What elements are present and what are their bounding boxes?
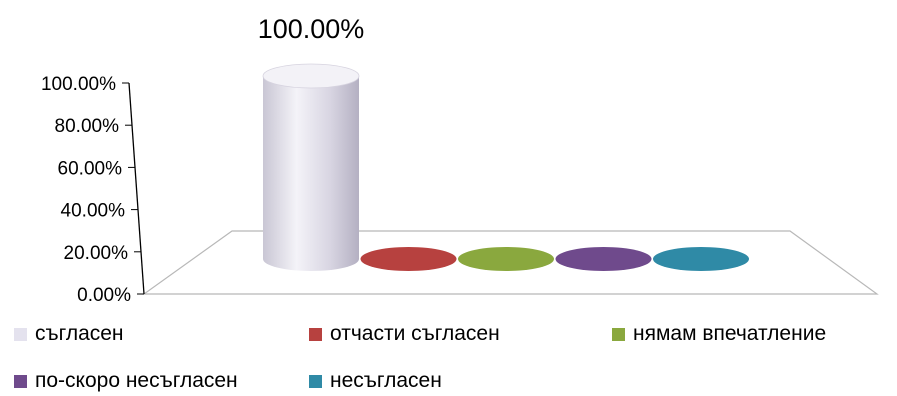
bar-disc	[555, 247, 652, 271]
y-tick-label: 100.00%	[41, 74, 116, 95]
bar-disc	[653, 247, 749, 271]
y-axis	[128, 82, 145, 295]
bar-1	[360, 247, 457, 271]
legend-label-disagree: несъгласен	[330, 369, 442, 392]
bar-top	[262, 63, 360, 89]
bar-disc	[360, 247, 457, 271]
legend-item-disagree: несъгласен	[309, 369, 442, 393]
legend-swatch-agree	[14, 327, 27, 341]
bar-0	[262, 63, 360, 271]
legend-item-rather-disagree: по-скоро несъгласен	[14, 369, 238, 393]
legend-label-no-impression: нямам впечатление	[633, 322, 827, 345]
legend-label-partly-agree: отчасти съгласен	[330, 322, 500, 345]
legend-label-rather-disagree: по-скоро несъгласен	[35, 369, 238, 392]
y-tick-label: 60.00%	[58, 158, 123, 179]
legend-swatch-no-impression	[612, 327, 625, 341]
y-tick-label: 0.00%	[77, 285, 131, 306]
y-tick-label: 20.00%	[64, 243, 129, 264]
chart: 0.00% 20.00% 40.00% 60.00% 80.00% 100.00% 100…	[41, 14, 879, 306]
legend: съгласен отчасти съгласен нямам впечатле…	[0, 312, 897, 396]
legend-swatch-disagree	[309, 374, 322, 388]
bar-3	[555, 247, 652, 271]
y-tick-label: 80.00%	[55, 116, 120, 137]
data-label-100: 100.00%	[258, 14, 365, 44]
y-tick-label: 40.00%	[61, 201, 126, 222]
bar-body	[263, 76, 359, 271]
legend-item-no-impression: нямам впечатление	[612, 322, 826, 346]
legend-item-partly-agree: отчасти съгласен	[309, 322, 500, 346]
legend-swatch-rather-disagree	[14, 374, 27, 388]
legend-label-agree: съгласен	[35, 322, 124, 345]
chart-floor	[142, 230, 879, 295]
bar-2	[458, 247, 554, 271]
bar-4	[653, 247, 749, 271]
legend-item-agree: съгласен	[14, 322, 124, 346]
bar-disc	[458, 247, 554, 271]
legend-swatch-partly-agree	[309, 327, 322, 341]
